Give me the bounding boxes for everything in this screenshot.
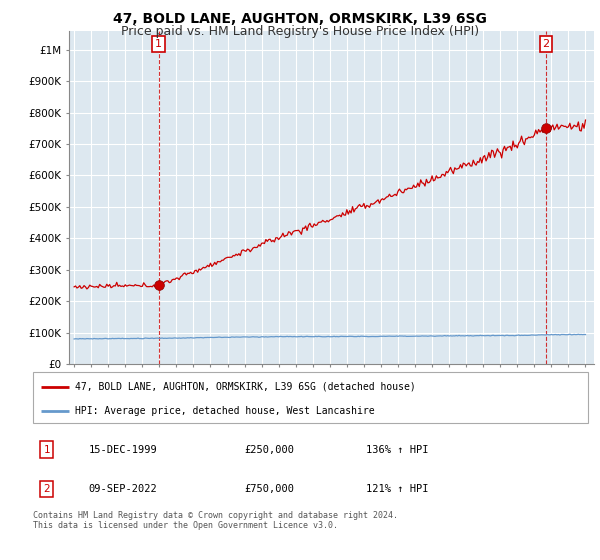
Text: 47, BOLD LANE, AUGHTON, ORMSKIRK, L39 6SG (detached house): 47, BOLD LANE, AUGHTON, ORMSKIRK, L39 6S…: [74, 381, 415, 391]
FancyBboxPatch shape: [33, 372, 588, 423]
Text: 121% ↑ HPI: 121% ↑ HPI: [366, 484, 428, 494]
Text: £250,000: £250,000: [244, 445, 294, 455]
Text: 1: 1: [155, 39, 162, 49]
Text: 2: 2: [542, 39, 550, 49]
Text: £750,000: £750,000: [244, 484, 294, 494]
Text: 136% ↑ HPI: 136% ↑ HPI: [366, 445, 428, 455]
Text: 15-DEC-1999: 15-DEC-1999: [89, 445, 157, 455]
Text: 1: 1: [44, 445, 50, 455]
Text: 09-SEP-2022: 09-SEP-2022: [89, 484, 157, 494]
Text: HPI: Average price, detached house, West Lancashire: HPI: Average price, detached house, West…: [74, 405, 374, 416]
Text: 2: 2: [44, 484, 50, 494]
Text: 47, BOLD LANE, AUGHTON, ORMSKIRK, L39 6SG: 47, BOLD LANE, AUGHTON, ORMSKIRK, L39 6S…: [113, 12, 487, 26]
Text: Price paid vs. HM Land Registry's House Price Index (HPI): Price paid vs. HM Land Registry's House …: [121, 25, 479, 38]
Text: Contains HM Land Registry data © Crown copyright and database right 2024.
This d: Contains HM Land Registry data © Crown c…: [33, 511, 398, 530]
